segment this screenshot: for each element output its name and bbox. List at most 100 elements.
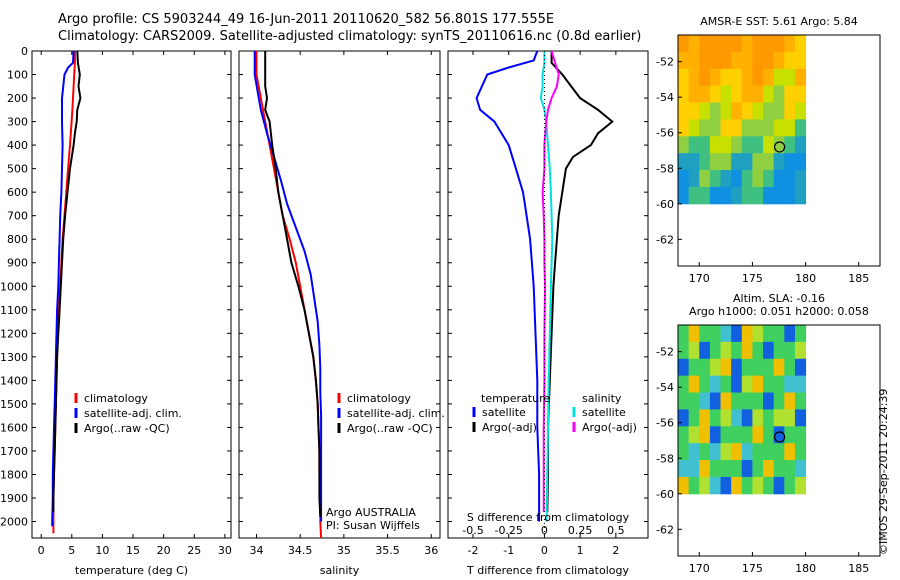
sla-map-ytick-label: -60 [656, 488, 674, 501]
sla-map-cell [763, 476, 775, 495]
copyright-watermark: ©IMOS 29-Sep-2011 20:24:39 [877, 388, 890, 555]
sla-map-cell [699, 476, 711, 495]
sla-map-ytick-label: -56 [656, 417, 674, 430]
difference-series-2 [539, 51, 554, 522]
sla-map-cell [699, 341, 711, 360]
sla-map-cell [763, 409, 775, 427]
temperature-xlabel: temperature (deg C) [75, 564, 188, 577]
depth-tick-label: 1000 [0, 280, 28, 293]
sst-map-cell [731, 102, 743, 120]
sla-map-cell [678, 426, 690, 444]
sst-map-cell [794, 170, 807, 188]
sla-map-cell [678, 375, 690, 394]
sst-map-cell [773, 102, 785, 120]
sst-map-cell [720, 186, 732, 205]
sla-map-cell [678, 476, 690, 495]
sla-map-cell [752, 443, 764, 461]
sst-map-cell [741, 35, 753, 53]
salinity-diff-tick-label: -0.25 [494, 524, 522, 537]
sla-map-cell [699, 375, 711, 394]
sla-map-cell [688, 375, 700, 394]
sst-map-cell [741, 102, 753, 120]
sst-map-cell [784, 102, 796, 120]
sst-map-xtick-label: 185 [848, 272, 869, 285]
sla-map-cell [773, 392, 785, 410]
diff-temperature-legend-label: satellite [482, 406, 526, 419]
sst-map-cell [752, 119, 764, 137]
temperature-legend-label: Argo(..raw -QC) [84, 422, 170, 435]
sla-map-cell [794, 358, 807, 377]
sla-map-cell [763, 325, 775, 343]
sst-map-cell [731, 136, 743, 154]
sla-map-cell [688, 443, 700, 461]
salinity-diff-tick-label: -0.5 [462, 524, 483, 537]
sla-map-cell [731, 341, 743, 360]
sst-map-cell [763, 102, 775, 120]
sla-map-cell [773, 358, 785, 377]
sst-map-cell [678, 170, 690, 188]
depth-tick-label: 1300 [0, 351, 28, 364]
sla-map-cell [699, 358, 711, 377]
sst-map-cell [720, 68, 732, 87]
sla-map-cell [741, 443, 753, 461]
sla-map-cell [794, 460, 807, 478]
sst-map-cell [752, 68, 764, 87]
depth-tick-label: 1800 [0, 468, 28, 481]
sst-map-cell [763, 153, 775, 171]
sst-map-ytick-label: -52 [656, 56, 674, 69]
sst-map-cell [784, 85, 796, 104]
depth-tick-label: 2000 [0, 516, 28, 529]
sla-map-cell [794, 409, 807, 427]
depth-tick-label: 300 [7, 116, 28, 129]
temperature-xtick-label: 25 [187, 544, 201, 557]
salinity-annotation: PI: Susan Wijffels [326, 519, 420, 532]
sla-map-ytick-label: -52 [656, 346, 674, 359]
sst-map-cell [784, 153, 796, 171]
sla-map-cell [773, 409, 785, 427]
sla-map-cell [699, 443, 711, 461]
diff-temperature-legend-label: Argo(-adj) [482, 421, 537, 434]
diff-legend-title-temperature: temperature [481, 392, 550, 405]
sla-map-cell [741, 460, 753, 478]
sst-map-cell [741, 51, 753, 70]
sla-map-cell [720, 375, 732, 394]
sst-map-cell [794, 186, 807, 205]
sla-map-cell [731, 392, 743, 410]
sla-map-cell [731, 409, 743, 427]
sst-map-cell [773, 153, 785, 171]
sla-map-cell [731, 375, 743, 394]
difference-xtick-label: 2 [612, 544, 619, 557]
sst-map-cell [741, 153, 753, 171]
sla-map-ytick-label: -62 [656, 523, 674, 536]
sla-map-cell [678, 460, 690, 478]
sst-map-cell [763, 119, 775, 137]
salinity-legend-label: satellite-adj. clim. [347, 407, 445, 420]
sst-map-ytick-label: -58 [656, 162, 674, 175]
salinity-legend-label: climatology [347, 392, 411, 405]
sla-map-ytick-label: -54 [656, 381, 674, 394]
sla-map-cell [688, 409, 700, 427]
sla-map-cell [784, 375, 796, 394]
sst-map-cell [741, 136, 753, 154]
sla-map-cell [709, 409, 722, 427]
profile-title: Argo profile: CS 5903244_49 16-Jun-2011 … [58, 12, 555, 27]
sla-map-cell [773, 375, 785, 394]
sla-map-cell [773, 476, 785, 495]
sst-map-cell [773, 85, 785, 104]
sst-map-cell [784, 186, 796, 205]
sst-map-ytick-label: -60 [656, 198, 674, 211]
sst-map-cell [784, 51, 796, 70]
sla-map-cell [784, 476, 796, 495]
temperature-xtick-label: 30 [218, 544, 232, 557]
sla-map-cell [741, 476, 753, 495]
sst-map-cell [763, 35, 775, 53]
diff-salinity-legend-label: Argo(-adj) [582, 421, 637, 434]
sst-map-cell [688, 153, 700, 171]
sst-map-cell [709, 153, 722, 171]
sla-map-cell [741, 325, 753, 343]
sla-map-cell [720, 460, 732, 478]
sst-map-cell [678, 68, 690, 87]
sla-map-cell [752, 426, 764, 444]
sst-map-cell [688, 170, 700, 188]
sla-map-cell [688, 325, 700, 343]
